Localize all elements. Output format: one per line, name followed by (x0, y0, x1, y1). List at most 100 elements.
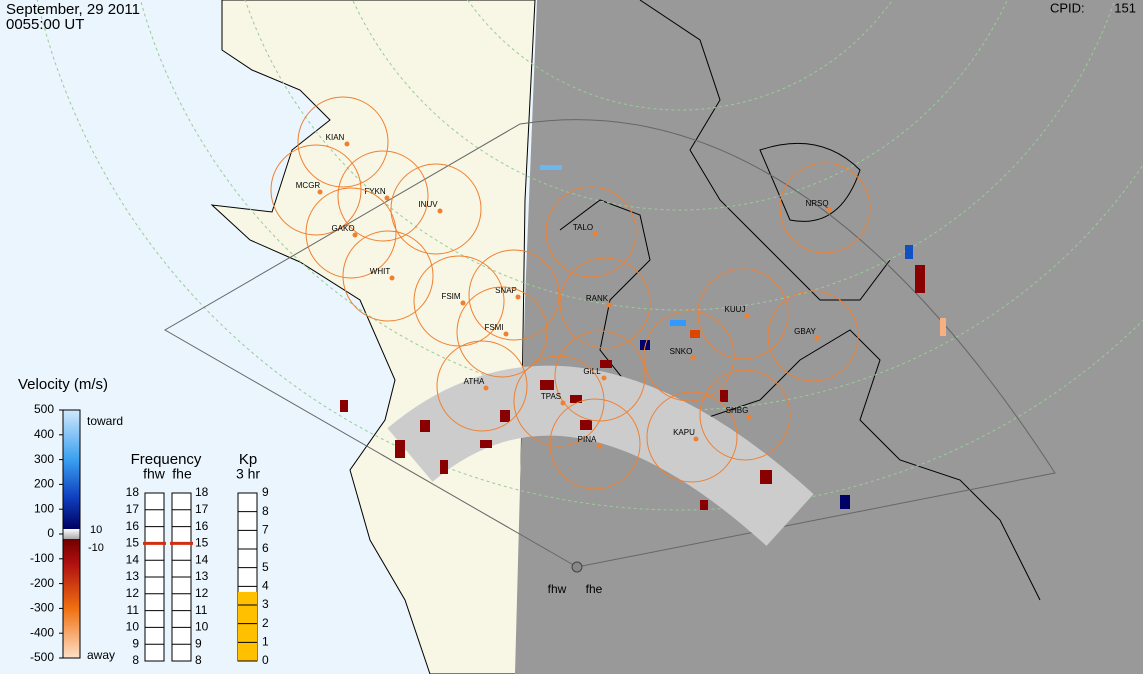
station-label: MCGR (296, 181, 321, 190)
tick-label: 18 (126, 485, 140, 499)
station-range (697, 268, 789, 360)
station-label: RANK (586, 294, 609, 303)
station-range (390, 163, 482, 255)
tick-label: 8 (132, 653, 139, 667)
station-dot (437, 208, 443, 214)
tick-label: 6 (262, 541, 269, 555)
station-dot (384, 195, 390, 201)
frequency-radar: fhe (172, 466, 192, 482)
tick-label: -300 (30, 601, 54, 615)
tick-label: 12 (126, 586, 140, 600)
station-range (342, 230, 434, 322)
station-dot (515, 294, 521, 300)
station-label: FSIM (441, 292, 460, 301)
tick-label: 17 (126, 502, 140, 516)
tick-label: 2 (262, 616, 269, 630)
station-label: TPAS (541, 392, 561, 401)
time: 0055:00 UT (6, 16, 84, 33)
station-range (559, 257, 651, 349)
station-label: KUUJ (725, 305, 746, 314)
station-label: NRSQ (805, 199, 828, 208)
station-range (549, 398, 641, 490)
station-label: FSMI (484, 323, 503, 332)
date: September, 29 2011 (6, 1, 140, 18)
away-label: away (87, 648, 115, 662)
tick-label: 14 (126, 552, 140, 566)
station-dot (483, 385, 489, 391)
station-range (779, 162, 871, 254)
tick-label: 14 (195, 552, 209, 566)
tick-label: 15 (126, 536, 140, 550)
threshold-label: 10 (90, 524, 102, 536)
tick-label: 18 (195, 485, 209, 499)
station-label: SNAP (495, 286, 517, 295)
station-range (337, 150, 429, 242)
station-label: INUV (418, 200, 438, 209)
velocity-title: Velocity (m/s) (18, 376, 108, 393)
station-dot (344, 141, 350, 147)
tick-label: 500 (34, 402, 54, 416)
tick-label: 4 (262, 579, 269, 593)
frequency-title: Frequency (131, 451, 202, 468)
station-dot (826, 207, 832, 213)
radar-fov (164, 119, 1056, 568)
tick-label: 5 (262, 560, 269, 574)
tick-label: 8 (195, 653, 202, 667)
station-dot (596, 443, 602, 449)
station-dot (317, 189, 323, 195)
station-dot (690, 355, 696, 361)
tick-label: 0 (262, 653, 269, 667)
station-dot (814, 335, 820, 341)
tick-label: 3 (262, 597, 269, 611)
station-range (436, 340, 528, 432)
tick-label: 11 (127, 603, 140, 617)
tick-label: 8 (262, 504, 269, 518)
tick-label: -500 (30, 650, 54, 664)
tick-label: 1 (262, 635, 269, 649)
station-range (456, 286, 548, 378)
tick-label: -400 (30, 625, 54, 639)
station-range (767, 290, 859, 382)
station-dot (352, 232, 358, 238)
station-dot (389, 275, 395, 281)
station-range (305, 187, 397, 279)
tick-label: 16 (126, 519, 140, 533)
tick-label: 17 (195, 502, 209, 516)
tick-label: 0 (47, 526, 54, 540)
station-label: WHIT (370, 267, 391, 276)
radar-label: fhe (586, 582, 603, 596)
station-dot (693, 436, 699, 442)
frequency-radar: fhw (143, 466, 166, 482)
station-label: KAPU (673, 428, 695, 437)
coastlines (559, 0, 1041, 601)
station-dot (503, 331, 509, 337)
threshold-label: -10 (88, 542, 104, 554)
night-shade (515, 0, 1143, 674)
station-label: SNKO (670, 347, 693, 356)
radar-site (571, 561, 583, 573)
station-dot (746, 414, 752, 420)
station-label: PINA (578, 435, 597, 444)
station-label: GILL (583, 367, 601, 376)
cpid: 151 (1114, 0, 1136, 15)
station-dot (460, 300, 466, 306)
toward-label: toward (87, 414, 123, 428)
tick-label: 11 (195, 603, 208, 617)
tick-label: 7 (262, 523, 269, 537)
station-label: GBAY (794, 327, 816, 336)
tick-label: 9 (132, 636, 139, 650)
station-range (297, 96, 389, 188)
tick-label: 9 (195, 636, 202, 650)
station-label: KIAN (326, 133, 345, 142)
tick-label: 300 (34, 452, 54, 466)
kp-period: 3 hr (236, 466, 260, 482)
station-range (513, 355, 605, 447)
station-label: GAKO (331, 224, 354, 233)
station-dot (606, 302, 612, 308)
velocity-colorbar (62, 409, 81, 659)
tick-label: 10 (195, 620, 209, 634)
kp-bar (238, 591, 257, 661)
scatter-band (387, 365, 814, 546)
